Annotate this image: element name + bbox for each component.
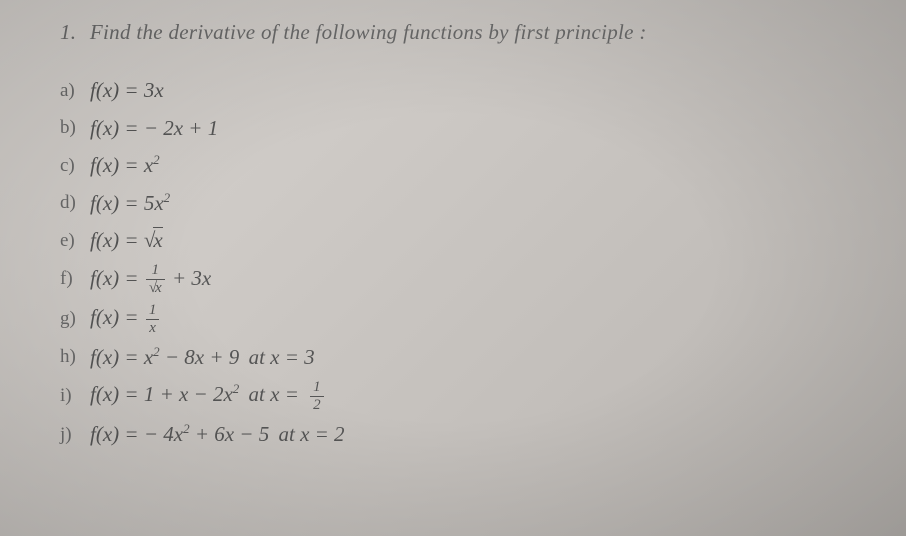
math-expression: f(x) = x2 xyxy=(90,150,160,182)
math-expression: f(x) = x xyxy=(90,225,163,257)
item-label: e) xyxy=(60,227,90,256)
numerator: 1 xyxy=(146,303,160,319)
fraction: 1x xyxy=(146,263,165,296)
exponent: 2 xyxy=(164,190,171,205)
expr-prefix: f(x) = xyxy=(90,305,144,329)
item-label: c) xyxy=(60,152,90,181)
question-number: 1. xyxy=(60,20,76,44)
problem-d: d) f(x) = 5x2 xyxy=(60,188,876,220)
numerator: 1 xyxy=(149,263,163,279)
at-clause: at x = 2 xyxy=(273,422,344,446)
problem-b: b) f(x) = − 2x + 1 xyxy=(60,113,876,145)
item-label: d) xyxy=(60,189,90,218)
expr-prefix: f(x) = xyxy=(90,266,144,290)
item-label: j) xyxy=(60,421,90,450)
expr-prefix: f(x) = x xyxy=(90,153,153,177)
sqrt-arg: x xyxy=(155,279,162,296)
math-expression: f(x) = 1x xyxy=(90,302,161,336)
at-clause: at x = 3 xyxy=(243,345,314,369)
expr-suffix: + 3x xyxy=(167,266,212,290)
exponent: 2 xyxy=(153,152,160,167)
math-expression: f(x) = 1 + x − 2x2 at x = 12 xyxy=(90,379,326,413)
expr-prefix: f(x) = xyxy=(90,228,144,252)
fraction: 12 xyxy=(310,380,324,413)
problem-j: j) f(x) = − 4x2 + 6x − 5 at x = 2 xyxy=(60,419,876,451)
fraction: 1x xyxy=(146,303,160,336)
problem-c: c) f(x) = x2 xyxy=(60,150,876,182)
at-prefix: at x = xyxy=(243,382,304,406)
math-expression: f(x) = 3x xyxy=(90,75,164,107)
denominator: x xyxy=(146,319,159,336)
expr-prefix: f(x) = − 4x xyxy=(90,422,183,446)
math-expression: f(x) = − 2x + 1 xyxy=(90,113,218,145)
problem-a: a) f(x) = 3x xyxy=(60,75,876,107)
question-title: 1. Find the derivative of the following … xyxy=(60,20,876,45)
sqrt-icon: x xyxy=(144,225,163,257)
expr-mid: − 8x + 9 xyxy=(160,345,240,369)
denominator: x xyxy=(146,279,165,296)
item-label: a) xyxy=(60,77,90,106)
item-label: i) xyxy=(60,382,90,411)
expr-mid: + 6x − 5 xyxy=(190,422,270,446)
expr-prefix: f(x) = 5x xyxy=(90,191,164,215)
numerator: 1 xyxy=(310,380,324,396)
math-expression: f(x) = − 4x2 + 6x − 5 at x = 2 xyxy=(90,419,349,451)
math-expression: f(x) = 1x + 3x xyxy=(90,263,211,297)
denominator: 2 xyxy=(310,396,324,413)
item-label: f) xyxy=(60,265,90,294)
sqrt-icon: x xyxy=(149,281,162,296)
item-label: h) xyxy=(60,343,90,372)
problem-g: g) f(x) = 1x xyxy=(60,302,876,336)
problem-list: a) f(x) = 3x b) f(x) = − 2x + 1 c) f(x) … xyxy=(60,75,876,451)
problem-i: i) f(x) = 1 + x − 2x2 at x = 12 xyxy=(60,379,876,413)
page-container: 1. Find the derivative of the following … xyxy=(60,20,876,516)
expr-prefix: f(x) = x xyxy=(90,345,153,369)
math-expression: f(x) = 5x2 xyxy=(90,188,170,220)
math-expression: f(x) = x2 − 8x + 9 at x = 3 xyxy=(90,342,319,374)
problem-f: f) f(x) = 1x + 3x xyxy=(60,263,876,297)
item-label: b) xyxy=(60,114,90,143)
problem-e: e) f(x) = x xyxy=(60,225,876,257)
problem-h: h) f(x) = x2 − 8x + 9 at x = 3 xyxy=(60,342,876,374)
item-label: g) xyxy=(60,305,90,334)
exponent: 2 xyxy=(233,381,240,396)
expr-prefix: f(x) = 1 + x − 2x xyxy=(90,382,233,406)
question-text: Find the derivative of the following fun… xyxy=(90,20,647,44)
sqrt-arg: x xyxy=(153,227,162,252)
